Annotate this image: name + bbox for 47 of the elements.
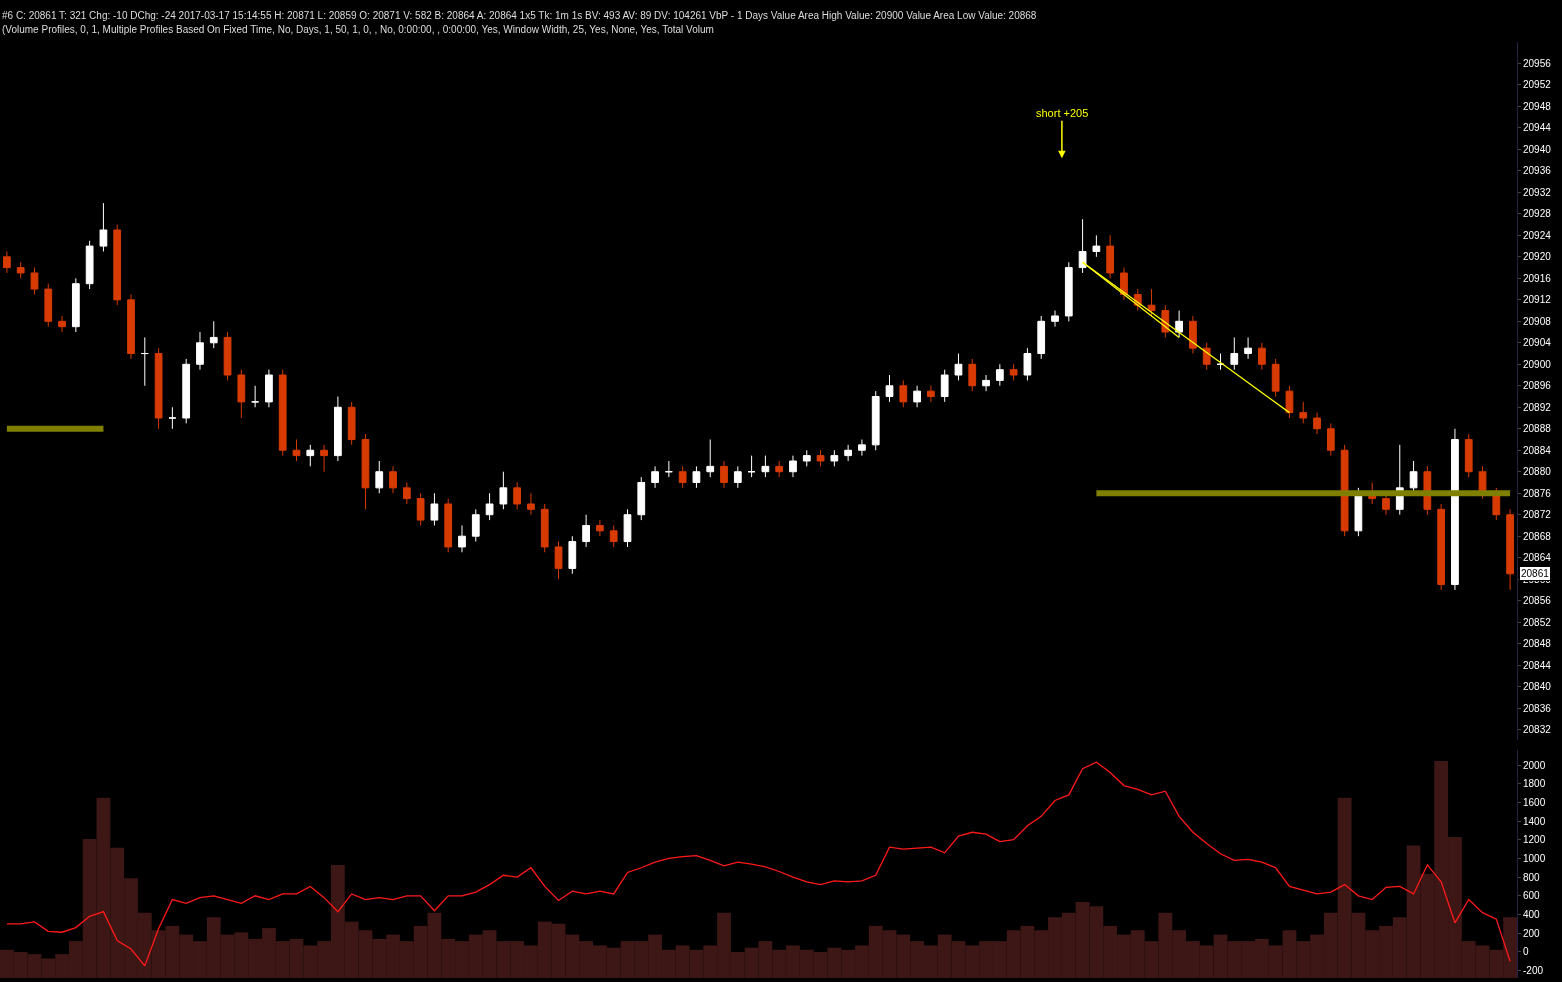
- y-tick-label: 2000: [1523, 759, 1546, 771]
- y-tick-label: 20856: [1523, 595, 1552, 607]
- y-tick-label: 20940: [1523, 143, 1552, 155]
- y-tick-label: 20932: [1523, 186, 1552, 198]
- y-tick-label: 200: [1523, 927, 1541, 939]
- chart-subtitle: (Volume Profiles, 0, 1, Multiple Profiles Based On Fixed Time, No, Days, 1, 50, 1, 0, , No, 0:00:00, , 0:00:00, Yes, Window Width, 25, Yes, None, Yes, Total Volum: [2, 24, 714, 35]
- y-tick-label: 20840: [1523, 681, 1552, 693]
- y-tick-label: 20944: [1523, 122, 1552, 134]
- y-tick-label: -200: [1523, 965, 1544, 977]
- y-tick-label: 20928: [1523, 208, 1552, 220]
- y-tick-label: 20832: [1523, 724, 1552, 736]
- chart-title: #6 C: 20861 T: 321 Chg: -10 DChg: -24 2017-03-17 15:14:55 H: 20871 L: 20859 O: 20871 V: 582 B: 20864 A: 20864 1x5 Tk: 1m 1s BV: 493 AV: 89 DV: 104261 VbP - 1 Days Value Area High Value: 20900 Value Area Low Value: 20868: [2, 10, 1037, 21]
- y-tick-label: 20936: [1523, 165, 1552, 177]
- y-tick-label: 800: [1523, 871, 1541, 883]
- y-tick-label: 20924: [1523, 229, 1552, 241]
- y-tick-label: 20872: [1523, 509, 1552, 521]
- y-tick-label: 20948: [1523, 100, 1552, 112]
- y-tick-label: 20888: [1523, 423, 1552, 435]
- y-tick-label: 20952: [1523, 79, 1552, 91]
- y-tick-label: 20920: [1523, 251, 1552, 263]
- y-tick-label: 20884: [1523, 444, 1552, 456]
- y-tick-label: 1200: [1523, 834, 1546, 846]
- y-tick-label: 20864: [1523, 552, 1552, 564]
- y-tick-label: 20904: [1523, 337, 1552, 349]
- y-tick-label: 20900: [1523, 358, 1552, 370]
- y-tick-label: 20844: [1523, 659, 1552, 671]
- y-tick-label: 20876: [1523, 487, 1552, 499]
- y-tick-label: 20868: [1523, 530, 1552, 542]
- y-tick-label: 600: [1523, 890, 1541, 902]
- annotation: 20861: [1521, 568, 1550, 579]
- y-tick-label: 20908: [1523, 315, 1552, 327]
- y-tick-label: 1000: [1523, 852, 1546, 864]
- y-tick-label: 20912: [1523, 294, 1552, 306]
- y-tick-label: 20852: [1523, 616, 1552, 628]
- y-tick-label: 20880: [1523, 466, 1552, 478]
- y-tick-label: 20916: [1523, 272, 1552, 284]
- y-tick-label: 20896: [1523, 380, 1552, 392]
- y-tick-label: 1800: [1523, 778, 1546, 790]
- y-tick-label: 20956: [1523, 57, 1552, 69]
- y-tick-label: 0: [1523, 946, 1529, 958]
- y-tick-label: 1400: [1523, 815, 1546, 827]
- annotation: short +205: [1036, 107, 1089, 119]
- y-tick-label: 1600: [1523, 796, 1546, 808]
- y-tick-label: 20848: [1523, 638, 1552, 650]
- y-tick-label: 20836: [1523, 702, 1552, 714]
- y-tick-label: 400: [1523, 908, 1541, 920]
- y-tick-label: 20892: [1523, 401, 1552, 413]
